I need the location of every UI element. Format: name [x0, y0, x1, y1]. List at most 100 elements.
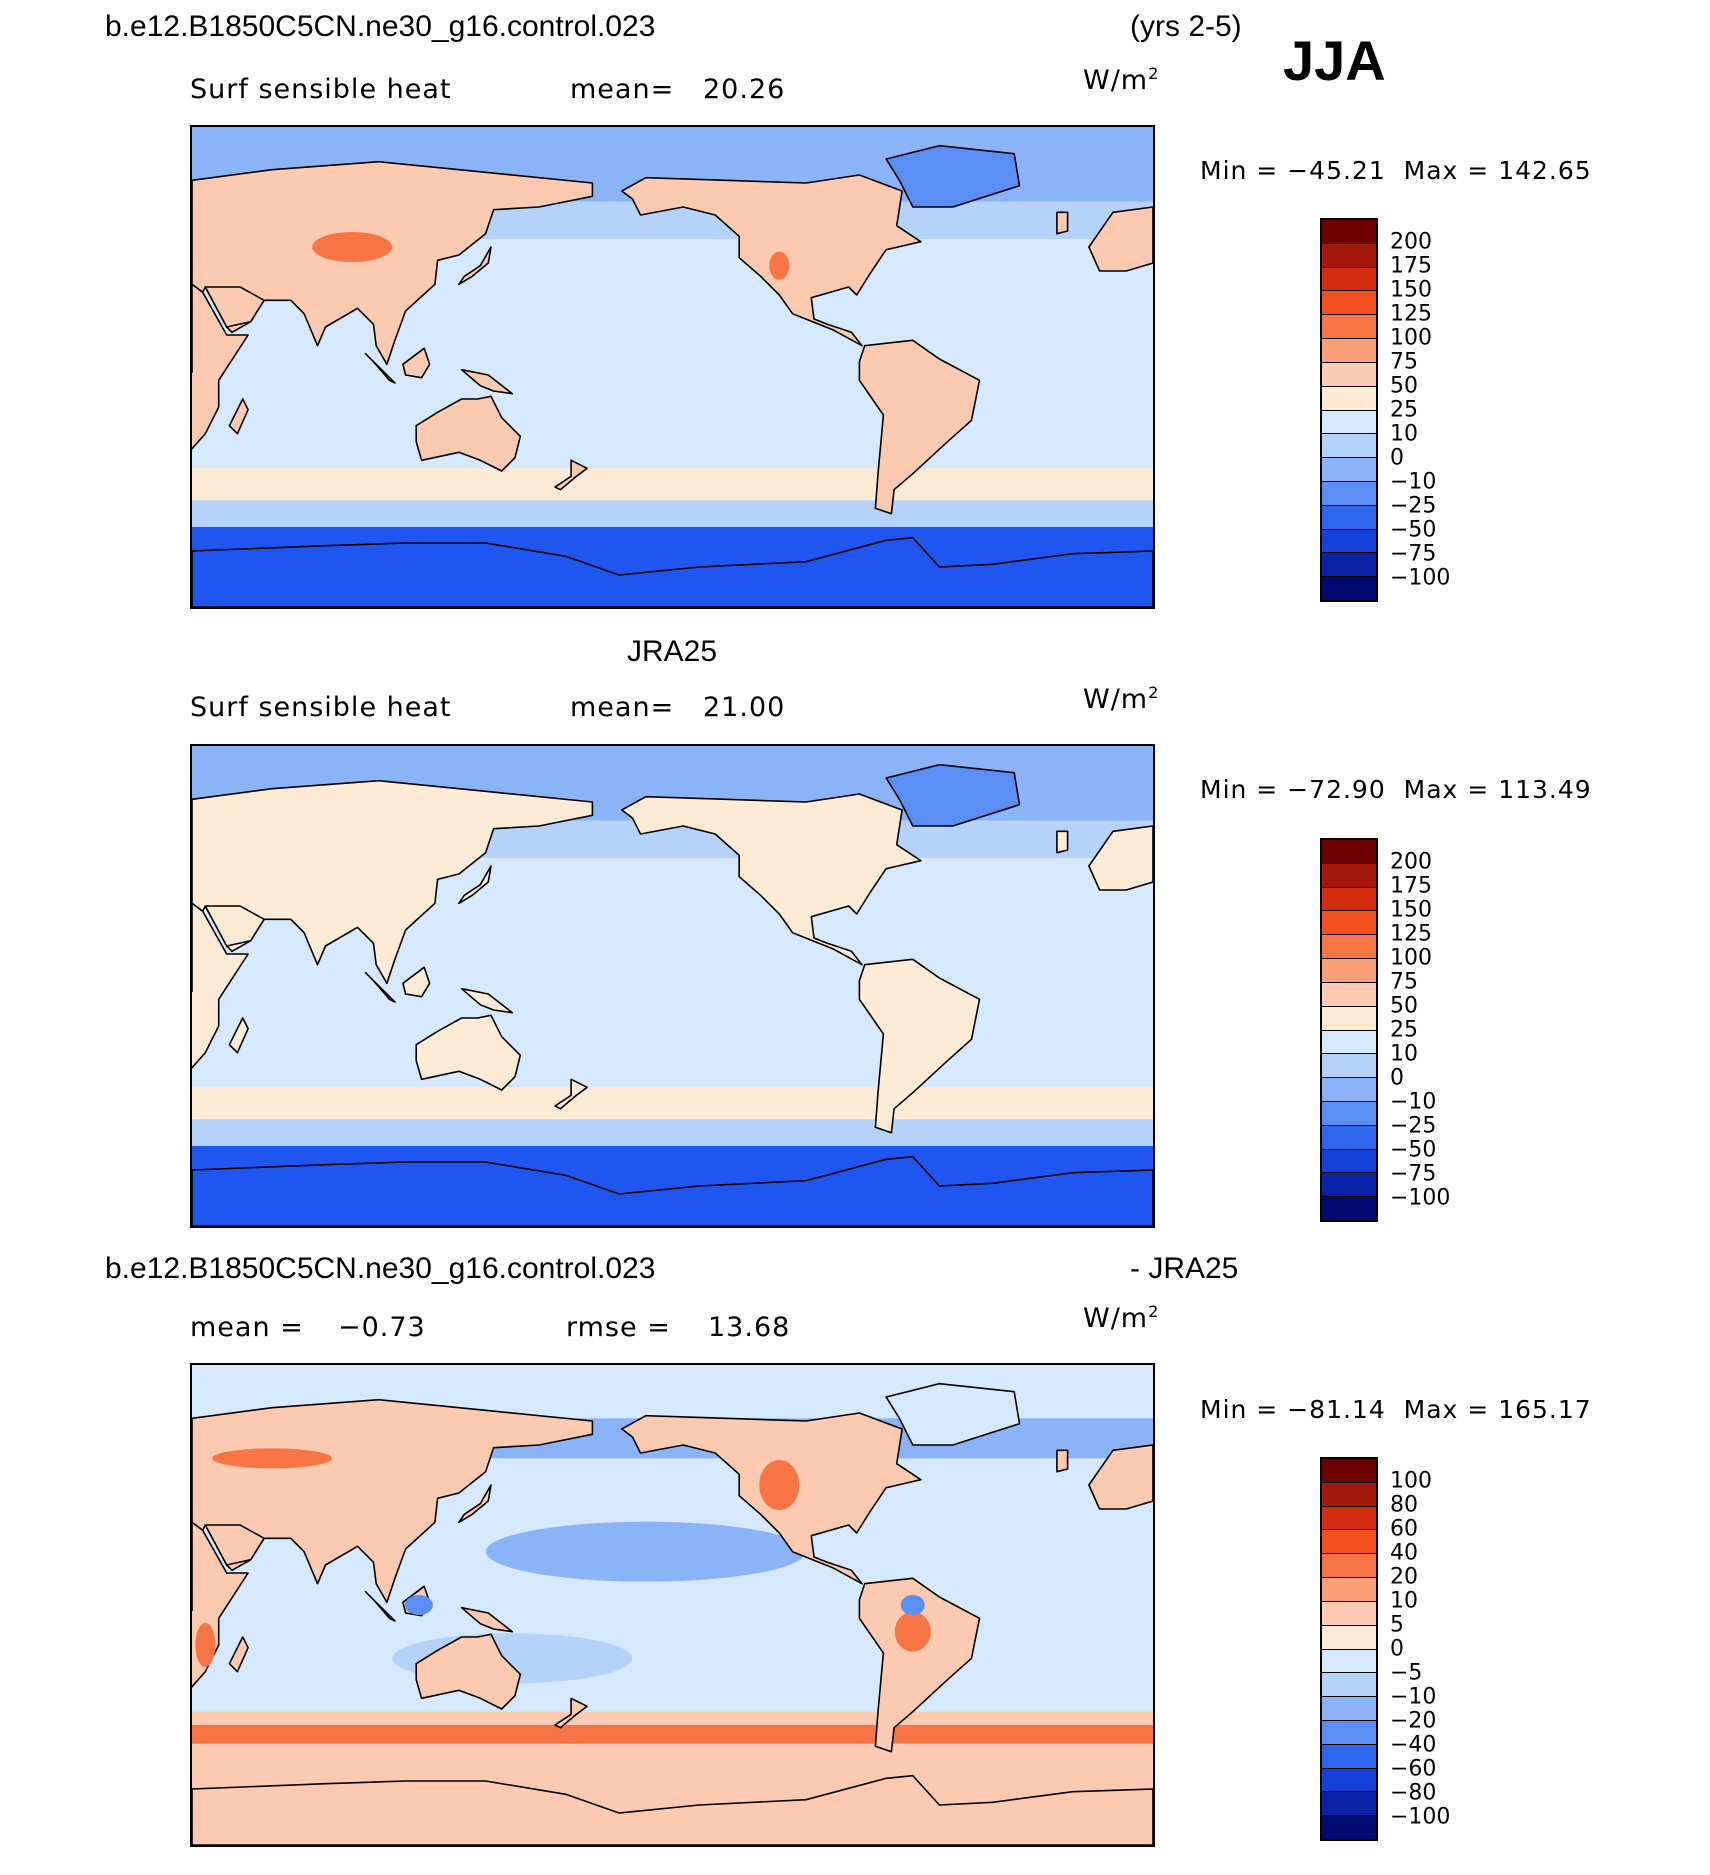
landmass-madagascar: [228, 1017, 249, 1054]
colorbar-tick-label: 0: [1390, 1636, 1404, 1662]
colorbar-tick-label: 125: [1390, 921, 1432, 947]
colorbar-tick-label: 100: [1390, 325, 1432, 351]
landmass-greenland: [885, 144, 1021, 208]
landmass-newzealand: [554, 1078, 588, 1110]
panel3-minmax: Min = −81.14 Max = 165.17: [1200, 1395, 1592, 1424]
colorbar-swatch: [1322, 1506, 1376, 1531]
landmass-australia: [415, 1633, 522, 1710]
colorbar-swatch: [1322, 1125, 1376, 1150]
panel2-field: Surf sensible heat: [190, 692, 452, 723]
colorbar-tick-label: −75: [1390, 541, 1437, 567]
colorbar-swatch: [1322, 1792, 1376, 1817]
landmass-newzealand: [554, 459, 588, 491]
colorbar-tick-label: −25: [1390, 493, 1437, 519]
colorbar-tick-label: −50: [1390, 1137, 1437, 1163]
colorbar-tick-label: 10: [1390, 421, 1418, 447]
panel1-minmax: Min = −45.21 Max = 142.65: [1200, 156, 1592, 185]
landmass-sumatra: [364, 1590, 396, 1622]
colorbar-swatch: [1322, 553, 1376, 578]
colorbar-tick-label: 50: [1390, 373, 1418, 399]
colorbar-tick-label: 125: [1390, 301, 1432, 327]
colorbar-swatch: [1322, 1030, 1376, 1055]
panel3-colorbar: [1320, 1457, 1378, 1841]
colorbar-tick-label: 80: [1390, 1492, 1418, 1518]
panel2-mean-value: 21.00: [703, 692, 786, 723]
landmass-australia: [415, 1014, 522, 1091]
landmass-europe_w: [1088, 206, 1153, 272]
colorbar-swatch: [1322, 220, 1376, 244]
colorbar-swatch: [1322, 1649, 1376, 1674]
landmass-sumatra: [364, 352, 396, 384]
season-label: JJA: [1283, 29, 1386, 92]
colorbar-swatch: [1322, 315, 1376, 340]
landmass-europe_w: [1088, 825, 1153, 891]
colorbar-swatch: [1322, 1054, 1376, 1079]
landmass-japan: [458, 1484, 492, 1524]
panel1-mean-label: mean=: [570, 74, 675, 105]
colorbar-tick-label: −100: [1390, 1185, 1451, 1211]
colorbar-tick-label: −50: [1390, 517, 1437, 543]
colorbar-swatch: [1322, 1720, 1376, 1745]
landmass-antarctica: [192, 1155, 1153, 1226]
colorbar-swatch: [1322, 481, 1376, 506]
colorbar-swatch: [1322, 887, 1376, 912]
colorbar-swatch: [1322, 291, 1376, 316]
colorbar-swatch: [1322, 410, 1376, 435]
colorbar-tick-label: 175: [1390, 873, 1432, 899]
colorbar-tick-label: −5: [1390, 1660, 1423, 1686]
colorbar-tick-label: −20: [1390, 1708, 1437, 1734]
landmass-namerica: [621, 793, 922, 966]
colorbar-swatch: [1322, 1530, 1376, 1555]
colorbar-tick-label: 60: [1390, 1516, 1418, 1542]
colorbar-tick-label: 10: [1390, 1588, 1418, 1614]
colorbar-swatch: [1322, 1078, 1376, 1102]
panel3-units: W/m2: [1083, 1302, 1160, 1334]
colorbar-swatch: [1322, 1601, 1376, 1626]
colorbar-swatch: [1322, 458, 1376, 482]
colorbar-swatch: [1322, 1482, 1376, 1507]
colorbar-tick-label: −10: [1390, 1684, 1437, 1710]
colorbar-tick-label: 150: [1390, 897, 1432, 923]
colorbar-swatch: [1322, 267, 1376, 292]
landmass-japan: [458, 865, 492, 905]
colorbar-swatch: [1322, 1744, 1376, 1769]
panel3-mean-value: −0.73: [338, 1312, 426, 1343]
landmass-arabia: [204, 286, 265, 328]
colorbar-tick-label: 150: [1390, 277, 1432, 303]
colorbar-tick-label: −25: [1390, 1113, 1437, 1139]
landmass-africa: [192, 902, 249, 1069]
colorbar-tick-label: −60: [1390, 1756, 1437, 1782]
panel3-mean-label: mean =: [190, 1312, 304, 1343]
colorbar-tick-label: 20: [1390, 1564, 1418, 1590]
colorbar-swatch: [1322, 1697, 1376, 1721]
colorbar-tick-label: 0: [1390, 1065, 1404, 1091]
colorbar-swatch: [1322, 243, 1376, 268]
panel2-title: JRA25: [627, 635, 718, 668]
colorbar-tick-label: −10: [1390, 469, 1437, 495]
panel3-rmse-value: 13.68: [708, 1312, 791, 1343]
panel1-colorbar: [1320, 218, 1378, 602]
landmass-uk: [1056, 1449, 1069, 1473]
panel1-map: [190, 125, 1155, 609]
landmass-newguinea: [460, 368, 514, 395]
panel3-title-left: b.e12.B1850C5CN.ne30_g16.control.023: [105, 1252, 656, 1285]
colorbar-swatch: [1322, 362, 1376, 387]
colorbar-swatch: [1322, 1768, 1376, 1793]
colorbar-swatch: [1322, 1673, 1376, 1698]
landmass-sumatra: [364, 971, 396, 1003]
years-label: (yrs 2-5): [1130, 10, 1242, 43]
colorbar-swatch: [1322, 386, 1376, 411]
colorbar-swatch: [1322, 935, 1376, 960]
colorbar-tick-label: 50: [1390, 993, 1418, 1019]
landmass-europe_w: [1088, 1444, 1153, 1510]
colorbar-tick-label: −100: [1390, 1804, 1451, 1830]
landmass-eurasia: [192, 779, 594, 985]
landmass-japan: [458, 246, 492, 286]
landmass-uk: [1056, 211, 1069, 235]
colorbar-tick-label: 10: [1390, 1041, 1418, 1067]
landmass-africa: [192, 283, 249, 450]
landmass-samerica: [858, 339, 981, 515]
colorbar-swatch: [1322, 1625, 1376, 1650]
case-title: b.e12.B1850C5CN.ne30_g16.control.023: [105, 10, 656, 43]
landmass-madagascar: [228, 398, 249, 435]
